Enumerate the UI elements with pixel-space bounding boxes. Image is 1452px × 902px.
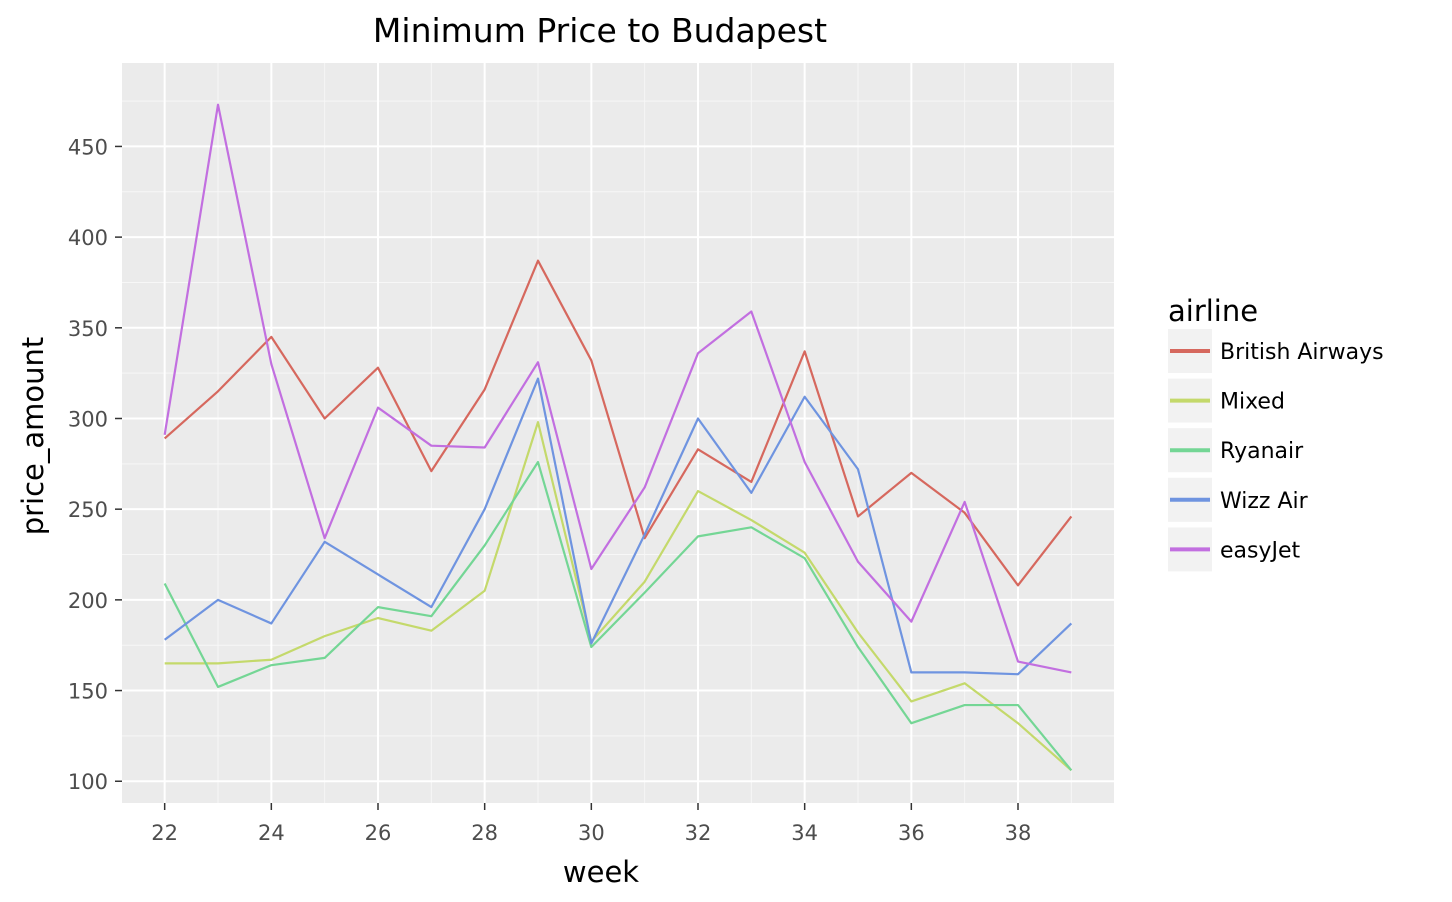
- legend-label-wizz-air: Wizz Air: [1220, 489, 1309, 514]
- x-tick-label: 22: [151, 821, 178, 845]
- chart-title: Minimum Price to Budapest: [373, 11, 827, 50]
- series-line-easyjet: [163, 103, 1072, 674]
- y-tick-label: 250: [68, 498, 108, 522]
- y-tick-label: 200: [68, 589, 108, 613]
- x-tick-label: 36: [898, 821, 925, 845]
- legend-label-british-airways: British Airways: [1220, 340, 1384, 365]
- plot-panel: [122, 63, 1114, 803]
- x-tick-labels: 22 24 26 28 30 32 34 36 38: [151, 821, 1031, 845]
- y-axis-title: price_amount: [16, 337, 50, 536]
- x-axis-title: week: [563, 855, 639, 889]
- legend-label-ryanair: Ryanair: [1220, 439, 1304, 464]
- y-tick-label: 300: [68, 407, 108, 431]
- series-line-british-airways: [163, 259, 1073, 587]
- y-tick-label: 100: [68, 770, 108, 794]
- x-tick-label: 30: [578, 821, 605, 845]
- legend: airline British Airways Mixed Ryanair Wizz …: [1168, 294, 1384, 572]
- x-tick-label: 38: [1005, 821, 1032, 845]
- series-line-ryanair: [163, 460, 1073, 772]
- y-tick-label: 450: [68, 135, 108, 159]
- x-tick-label: 24: [258, 821, 285, 845]
- legend-label-easyjet: easyJet: [1220, 538, 1301, 563]
- legend-title: airline: [1168, 294, 1258, 328]
- y-tick-labels: 100 150 200 250 300 350 400 450: [68, 135, 108, 794]
- x-tick-label: 26: [365, 821, 392, 845]
- x-tick-label: 34: [791, 821, 818, 845]
- series-line-mixed: [164, 421, 1073, 772]
- y-tick-label: 400: [68, 226, 108, 250]
- y-tick-label: 350: [68, 317, 108, 341]
- legend-label-mixed: Mixed: [1220, 390, 1285, 415]
- axis-ticks: [115, 145, 1019, 810]
- x-tick-label: 28: [471, 821, 498, 845]
- x-tick-label: 32: [685, 821, 712, 845]
- series-line-wizz-air: [164, 377, 1073, 676]
- grid-major: [122, 63, 1114, 803]
- grid-minor: [122, 63, 1114, 803]
- y-tick-label: 150: [68, 680, 108, 704]
- series-lines: [163, 103, 1073, 772]
